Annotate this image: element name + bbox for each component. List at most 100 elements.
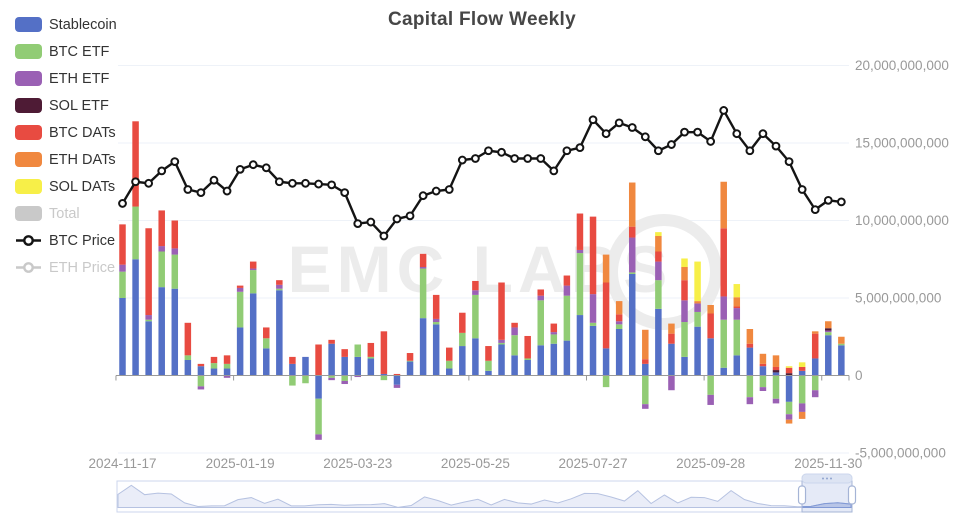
bar-group[interactable] [171,220,179,376]
bar-group[interactable] [759,353,767,391]
bar-group[interactable] [145,228,152,376]
legend-item-btc-dats[interactable]: BTC DATs [15,119,117,146]
bar-group[interactable] [302,356,309,384]
btc-price-point[interactable] [627,123,637,132]
btc-price-point[interactable] [680,127,689,137]
btc-price-point[interactable] [170,157,180,167]
btc-price-point[interactable] [549,166,559,176]
bar-group[interactable] [511,322,518,376]
btc-price-point[interactable] [379,231,389,241]
btc-price-point[interactable] [196,188,206,198]
legend-item-sol-dats[interactable]: SOL DATs [15,173,117,200]
bar-group[interactable] [550,323,558,376]
btc-price-point[interactable] [562,146,572,156]
datazoom-window[interactable] [801,480,853,513]
datazoom-handle-right[interactable] [847,485,857,505]
bar-group[interactable] [276,280,283,376]
bar-group[interactable] [642,329,649,409]
btc-price-point[interactable] [457,155,467,165]
bar-group[interactable] [576,213,584,376]
btc-price-point[interactable] [719,106,729,115]
bar-group[interactable] [681,258,688,376]
btc-price-point[interactable] [693,127,702,137]
bar-group[interactable] [432,294,440,376]
btc-price-point[interactable] [614,118,624,128]
bar-group[interactable] [524,335,531,376]
btc-price-point[interactable] [470,154,480,163]
bar-group[interactable] [746,329,754,405]
btc-price-point[interactable] [144,178,154,188]
bar-group[interactable] [393,373,401,388]
bar-group[interactable] [406,353,414,376]
btc-price-point[interactable] [536,154,546,163]
btc-price-point[interactable] [274,177,284,187]
bar-group[interactable] [602,254,610,388]
bar-group[interactable] [158,210,165,376]
bar-group[interactable] [236,285,244,376]
btc-price-point[interactable] [706,137,716,146]
btc-price-point[interactable] [444,185,454,194]
legend-item-eth-price[interactable]: ETH Price [15,254,117,281]
btc-price-point[interactable] [118,199,127,208]
btc-price-point[interactable] [810,205,820,215]
bar-group[interactable] [446,347,453,376]
btc-price-point[interactable] [497,147,506,157]
btc-price-point[interactable] [588,115,598,125]
legend-item-btc-price[interactable]: BTC Price [15,227,117,254]
btc-price-point[interactable] [640,132,650,142]
btc-price-point[interactable] [157,166,167,176]
btc-price-point[interactable] [288,178,297,188]
bar-group[interactable] [838,336,845,376]
bar-group[interactable] [655,232,662,376]
bar-group[interactable] [811,331,819,398]
btc-price-point[interactable] [667,140,676,149]
btc-price-point[interactable] [222,186,232,196]
bar-group[interactable] [589,216,597,376]
bar-group[interactable] [472,280,479,376]
bar-group[interactable] [798,362,806,419]
btc-price-point[interactable] [392,214,402,224]
datazoom-handle-left[interactable] [797,485,807,505]
btc-price-point[interactable] [353,219,363,229]
bar-group[interactable] [119,224,126,376]
bar-group[interactable] [785,366,793,424]
btc-price-point[interactable] [732,129,742,139]
legend-item-stablecoin[interactable]: Stablecoin [15,11,117,38]
bar-group[interactable] [223,355,231,378]
btc-price-point[interactable] [653,146,663,156]
btc-price-point[interactable] [418,191,428,201]
btc-price-point[interactable] [327,180,337,190]
btc-price-point[interactable] [601,129,611,139]
btc-price-point[interactable] [745,146,755,156]
btc-price-point[interactable] [836,197,846,207]
btc-price-point[interactable] [340,188,350,198]
btc-price-point[interactable] [366,217,376,227]
bar-group[interactable] [537,289,544,376]
btc-price-point[interactable] [235,164,245,174]
bar-group[interactable] [615,301,623,376]
btc-price-point[interactable] [301,178,310,188]
datazoom-track[interactable] [116,480,853,513]
btc-price-point[interactable] [523,154,533,163]
btc-price-point[interactable] [314,179,323,189]
bar-group[interactable] [485,346,492,376]
btc-price-point[interactable] [510,154,519,163]
bar-group[interactable] [707,304,714,405]
bar-group[interactable] [328,339,335,381]
legend-item-total[interactable]: Total [15,200,117,227]
bar-group[interactable] [563,275,571,376]
bar-group[interactable] [184,322,192,376]
bar-group[interactable] [367,342,375,376]
btc-price-point[interactable] [484,146,493,156]
legend-item-btc-etf[interactable]: BTC ETF [15,38,117,65]
btc-price-point[interactable] [131,177,140,187]
bar-group[interactable] [197,363,205,390]
bar-group[interactable] [354,344,362,378]
datazoom-navigator[interactable] [116,473,857,513]
bar-group[interactable] [341,349,348,385]
bar-group[interactable] [668,323,675,391]
bar-group[interactable] [210,356,218,376]
btc-price-point[interactable] [758,129,768,139]
bar-group[interactable] [498,282,505,376]
legend-item-eth-dats[interactable]: ETH DATs [15,146,117,173]
